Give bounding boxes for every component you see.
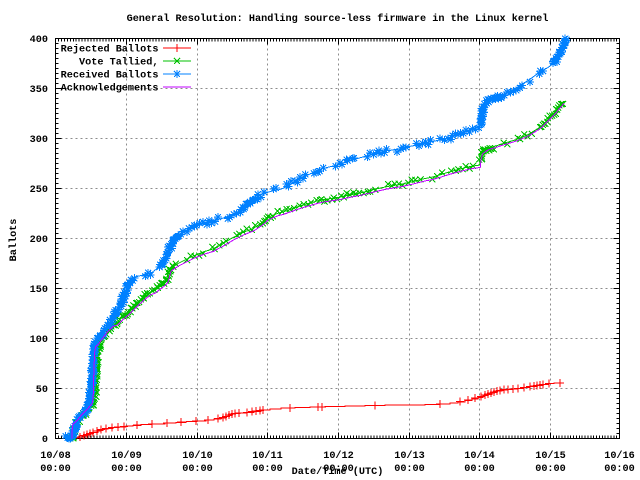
svg-text:Acknowledgements: Acknowledgements: [61, 83, 159, 95]
svg-text:10/11: 10/11: [252, 450, 283, 462]
svg-text:Vote Tallied,: Vote Tallied,: [79, 57, 158, 69]
svg-text:Ballots: Ballots: [8, 219, 20, 262]
svg-text:10/08: 10/08: [40, 450, 71, 462]
svg-text:10/15: 10/15: [535, 450, 566, 462]
svg-text:Received Ballots: Received Ballots: [61, 70, 159, 82]
svg-text:10/10: 10/10: [182, 450, 213, 462]
svg-text:200: 200: [30, 235, 48, 246]
svg-text:150: 150: [30, 285, 48, 296]
svg-text:00:00: 00:00: [464, 464, 495, 475]
svg-text:00:00: 00:00: [40, 464, 71, 475]
svg-text:00:00: 00:00: [252, 464, 283, 475]
svg-text:00:00: 00:00: [535, 464, 566, 475]
svg-text:0: 0: [42, 435, 48, 446]
svg-text:00:00: 00:00: [323, 464, 354, 475]
svg-text:100: 100: [30, 335, 48, 346]
svg-text:10/09: 10/09: [111, 450, 142, 462]
svg-text:00:00: 00:00: [111, 464, 142, 475]
svg-text:250: 250: [30, 185, 48, 196]
svg-text:00:00: 00:00: [604, 464, 635, 475]
svg-text:10/12: 10/12: [323, 450, 354, 462]
svg-text:Rejected Ballots: Rejected Ballots: [61, 44, 159, 56]
svg-text:10/13: 10/13: [394, 450, 425, 462]
svg-text:00:00: 00:00: [394, 464, 425, 475]
svg-text:10/16: 10/16: [604, 450, 635, 462]
svg-text:400: 400: [30, 35, 48, 46]
svg-text:Date/Time (UTC): Date/Time (UTC): [292, 466, 384, 478]
svg-text:00:00: 00:00: [182, 464, 213, 475]
svg-text:300: 300: [30, 135, 48, 146]
svg-text:10/14: 10/14: [464, 450, 495, 462]
svg-text:50: 50: [36, 385, 48, 396]
svg-text:General Resolution: Handling s: General Resolution: Handling source-less…: [127, 13, 549, 25]
svg-text:350: 350: [30, 85, 48, 96]
